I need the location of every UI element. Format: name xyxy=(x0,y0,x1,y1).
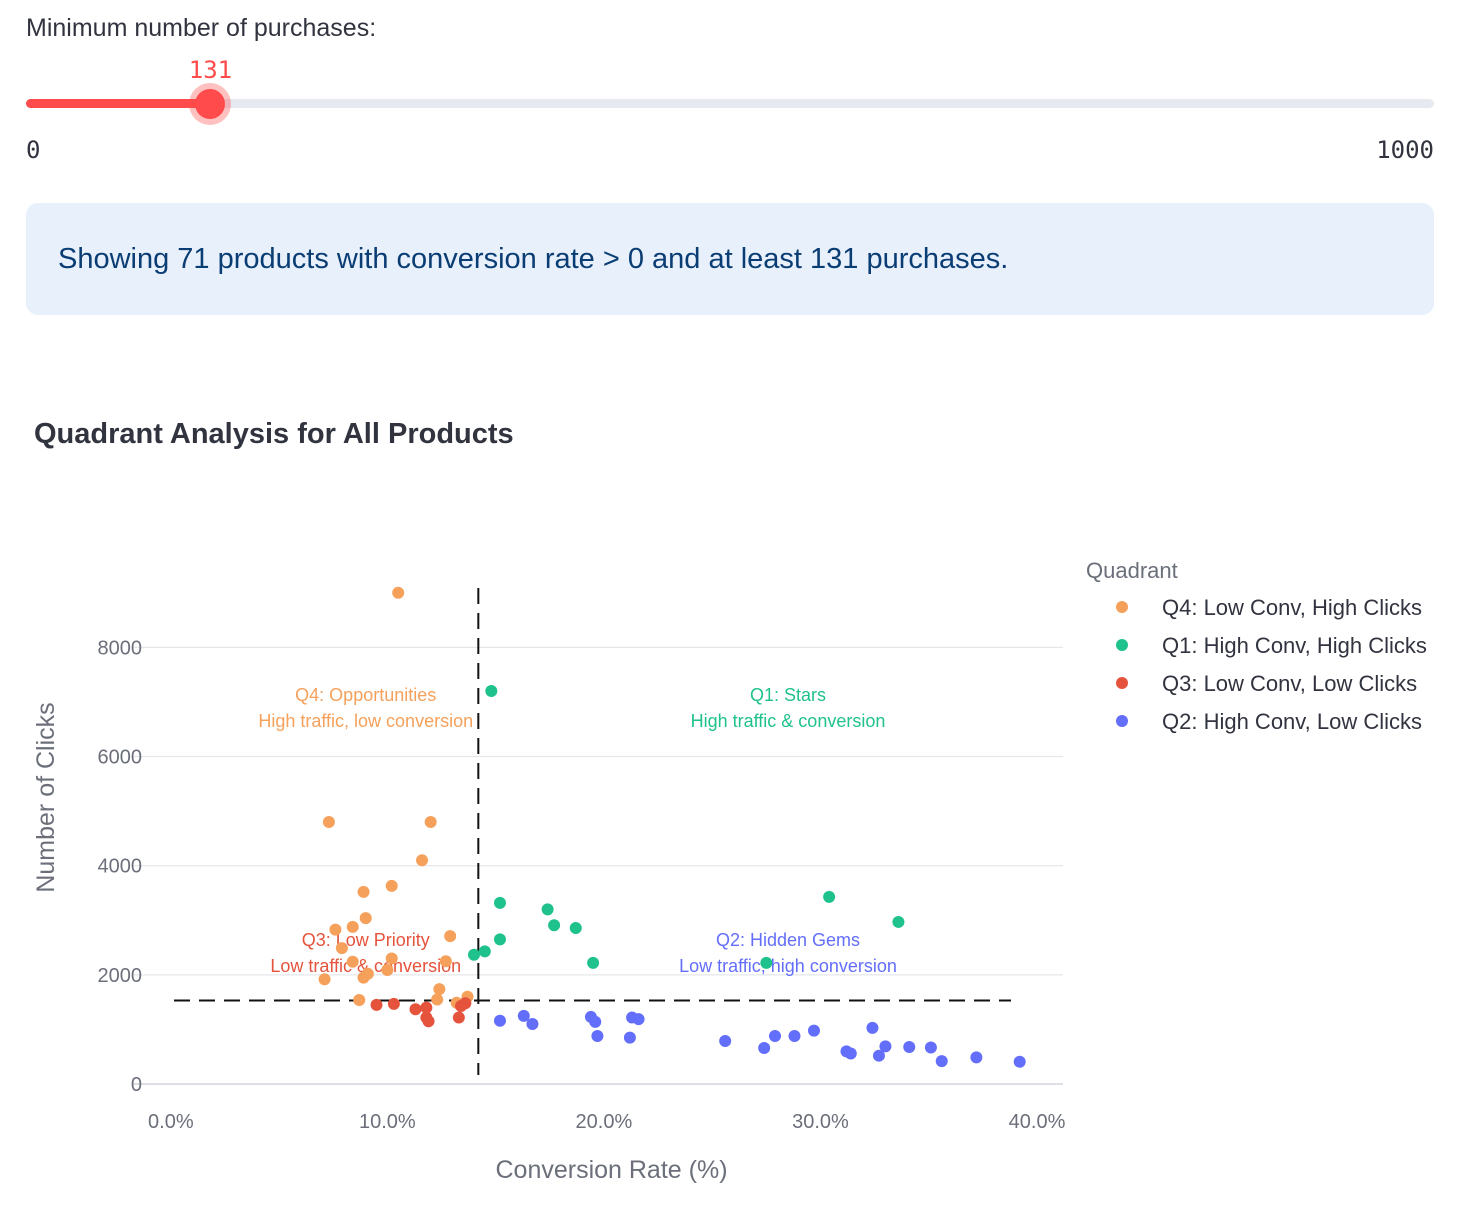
data-point[interactable] xyxy=(493,896,506,909)
quadrant-annotation: Q4: Opportunities High traffic, low conve… xyxy=(258,685,473,731)
chart-title: Quadrant Analysis for All Products xyxy=(34,418,514,450)
x-axis-title: Conversion Rate (%) xyxy=(495,1156,727,1184)
data-point[interactable] xyxy=(493,933,506,946)
data-point[interactable] xyxy=(719,1034,732,1047)
data-point[interactable] xyxy=(467,948,480,961)
x-tick-label: 0.0% xyxy=(148,1111,194,1133)
legend-label: Q3: Low Conv, Low Clicks xyxy=(1162,671,1417,696)
data-point[interactable] xyxy=(346,955,359,968)
quadrant-annotation: Q1: Stars High traffic & conversion xyxy=(691,685,886,731)
data-point[interactable] xyxy=(903,1040,916,1053)
data-point[interactable] xyxy=(517,1009,530,1022)
data-point[interactable] xyxy=(589,1015,602,1028)
data-point[interactable] xyxy=(892,915,905,928)
data-point[interactable] xyxy=(788,1030,801,1043)
data-point[interactable] xyxy=(424,816,437,829)
legend-marker xyxy=(1116,677,1128,689)
y-tick-label: 8000 xyxy=(98,637,143,659)
legend-item[interactable]: Q1: High Conv, High Clicks xyxy=(1116,633,1427,658)
data-point[interactable] xyxy=(357,971,370,984)
data-point[interactable] xyxy=(433,983,446,996)
data-point[interactable] xyxy=(924,1041,937,1054)
slider-current-value: 131 xyxy=(188,56,233,84)
legend-item[interactable]: Q2: High Conv, Low Clicks xyxy=(1116,709,1422,734)
info-alert-text: Showing 71 products with conversion rate… xyxy=(58,242,1009,275)
data-point[interactable] xyxy=(409,1003,422,1016)
purchases-slider-track[interactable] xyxy=(26,88,1434,119)
legend-marker xyxy=(1116,639,1128,651)
slider-label: Minimum number of purchases: xyxy=(26,14,377,42)
data-point[interactable] xyxy=(879,1040,892,1053)
y-tick-label: 4000 xyxy=(98,856,143,878)
data-point[interactable] xyxy=(431,993,444,1006)
data-point[interactable] xyxy=(758,1042,771,1055)
data-point[interactable] xyxy=(541,903,554,916)
legend-label: Q1: High Conv, High Clicks xyxy=(1162,633,1427,658)
data-point[interactable] xyxy=(866,1021,879,1034)
data-point[interactable] xyxy=(623,1031,636,1044)
data-point[interactable] xyxy=(591,1030,604,1043)
y-tick-label: 2000 xyxy=(98,965,143,987)
data-point[interactable] xyxy=(823,890,836,903)
quadrant-scatter-chart: Q4: Opportunities High traffic, low conve… xyxy=(32,558,1427,1184)
data-point[interactable] xyxy=(768,1030,781,1043)
data-point[interactable] xyxy=(760,956,773,969)
data-point[interactable] xyxy=(485,685,498,698)
legend-marker xyxy=(1116,715,1128,727)
data-point[interactable] xyxy=(357,885,370,898)
x-tick-label: 20.0% xyxy=(576,1111,633,1133)
data-point[interactable] xyxy=(346,920,359,933)
data-point[interactable] xyxy=(318,973,331,986)
data-point[interactable] xyxy=(392,586,405,599)
slider-min-label: 0 xyxy=(26,136,41,164)
legend-label: Q2: High Conv, Low Clicks xyxy=(1162,709,1422,734)
data-point[interactable] xyxy=(935,1055,948,1068)
slider-thumb[interactable] xyxy=(195,88,226,119)
legend-item[interactable]: Q4: Low Conv, High Clicks xyxy=(1116,595,1422,620)
data-point[interactable] xyxy=(387,997,400,1010)
legend-item[interactable]: Q3: Low Conv, Low Clicks xyxy=(1116,671,1417,696)
x-tick-label: 40.0% xyxy=(1009,1111,1066,1133)
data-point[interactable] xyxy=(370,998,383,1011)
y-tick-label: 0 xyxy=(131,1074,142,1096)
data-point[interactable] xyxy=(420,1001,433,1014)
data-point[interactable] xyxy=(1013,1055,1026,1068)
data-point[interactable] xyxy=(322,816,335,829)
data-point[interactable] xyxy=(335,942,348,955)
data-point[interactable] xyxy=(478,945,491,958)
data-point[interactable] xyxy=(632,1013,645,1026)
data-point[interactable] xyxy=(587,956,600,969)
data-point[interactable] xyxy=(359,912,372,925)
data-point[interactable] xyxy=(548,919,561,932)
data-point[interactable] xyxy=(439,955,452,968)
data-point[interactable] xyxy=(970,1051,983,1064)
info-alert: Showing 71 products with conversion rate… xyxy=(26,203,1434,315)
y-axis-title: Number of Clicks xyxy=(32,702,60,892)
slider-fill xyxy=(26,99,211,108)
data-point[interactable] xyxy=(353,994,366,1007)
data-point[interactable] xyxy=(569,921,582,934)
legend-marker xyxy=(1116,601,1128,613)
x-tick-label: 10.0% xyxy=(359,1111,416,1133)
legend-title: Quadrant xyxy=(1086,558,1178,583)
data-point[interactable] xyxy=(807,1024,820,1037)
legend-label: Q4: Low Conv, High Clicks xyxy=(1162,595,1422,620)
data-point[interactable] xyxy=(381,963,394,976)
data-point[interactable] xyxy=(455,1000,467,1013)
data-point[interactable] xyxy=(385,879,398,892)
data-point[interactable] xyxy=(416,854,429,867)
data-point[interactable] xyxy=(444,930,457,943)
data-point[interactable] xyxy=(526,1018,539,1031)
data-point[interactable] xyxy=(493,1014,506,1027)
data-point[interactable] xyxy=(329,923,342,936)
data-point[interactable] xyxy=(872,1049,885,1062)
slider-max-label: 1000 xyxy=(1376,136,1434,164)
data-point[interactable] xyxy=(844,1047,857,1060)
data-point[interactable] xyxy=(422,1015,435,1028)
y-tick-label: 6000 xyxy=(98,747,143,769)
data-point[interactable] xyxy=(385,952,398,965)
x-tick-label: 30.0% xyxy=(792,1111,849,1133)
data-point[interactable] xyxy=(452,1011,465,1024)
quadrant-annotation: Q2: Hidden Gems Low traffic, high convers… xyxy=(679,930,897,976)
